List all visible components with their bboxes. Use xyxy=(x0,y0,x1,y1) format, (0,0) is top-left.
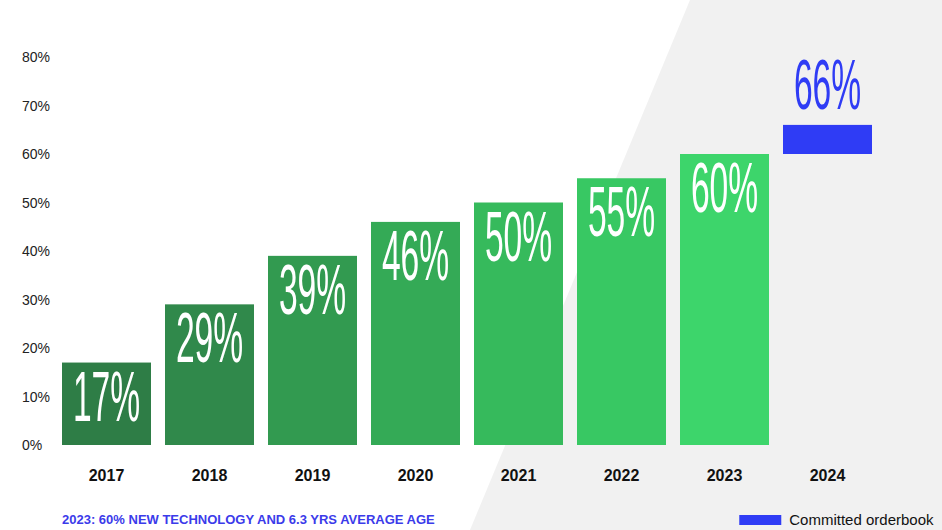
y-tick xyxy=(50,105,53,106)
y-tick-label: 0% xyxy=(22,437,42,453)
data-labels: 17% 29% 39% 46% 50% 55% 60% 66% xyxy=(73,45,861,436)
y-tick xyxy=(50,396,53,397)
data-label: 29% xyxy=(176,299,243,378)
data-label: 39% xyxy=(279,250,346,329)
subtitle: 2023: 60% NEW TECHNOLOGY AND 6.3 YRS AVE… xyxy=(62,512,435,527)
data-label: 66% xyxy=(794,45,861,124)
y-tick xyxy=(50,251,53,252)
x-tick-label: 2019 xyxy=(295,467,331,484)
legend-label: Committed orderbook xyxy=(789,511,934,528)
data-label: 46% xyxy=(382,216,449,295)
page: {"chart_data": { "type": "bar", "subtitl… xyxy=(0,0,942,530)
y-tick-label: 60% xyxy=(22,146,50,162)
data-label: 55% xyxy=(588,173,655,252)
background-band xyxy=(470,0,942,530)
x-tick-label: 2022 xyxy=(604,467,640,484)
x-tick-label: 2021 xyxy=(501,467,537,484)
x-tick-label: 2020 xyxy=(398,467,434,484)
y-tick-label: 30% xyxy=(22,292,50,308)
legend-swatch xyxy=(739,515,781,525)
y-tick-label: 70% xyxy=(22,98,50,114)
y-tick-label: 50% xyxy=(22,195,50,211)
x-tick-label: 2018 xyxy=(192,467,228,484)
legend: Committed orderbook xyxy=(739,511,934,528)
y-tick-label: 20% xyxy=(22,340,50,356)
y-tick xyxy=(50,445,53,446)
y-tick xyxy=(50,57,53,58)
bars xyxy=(62,125,872,445)
x-tick-label: 2024 xyxy=(810,467,846,484)
y-tick-label: 10% xyxy=(22,389,50,405)
y-tick-label: 40% xyxy=(22,243,50,259)
y-tick xyxy=(50,348,53,349)
bar xyxy=(783,125,872,154)
y-tick xyxy=(50,202,53,203)
y-tick xyxy=(50,299,53,300)
x-tick-label: 2023 xyxy=(707,467,743,484)
y-tick-label: 80% xyxy=(22,49,50,65)
chart: 0% 10% 20% 30% 40% 50% 60% 70% 80% 2017 2018 2019 20… xyxy=(0,0,942,530)
data-label: 60% xyxy=(691,148,758,227)
data-label: 17% xyxy=(73,357,140,436)
data-label: 50% xyxy=(485,197,552,276)
y-tick xyxy=(50,154,53,155)
x-tick-label: 2017 xyxy=(89,467,125,484)
